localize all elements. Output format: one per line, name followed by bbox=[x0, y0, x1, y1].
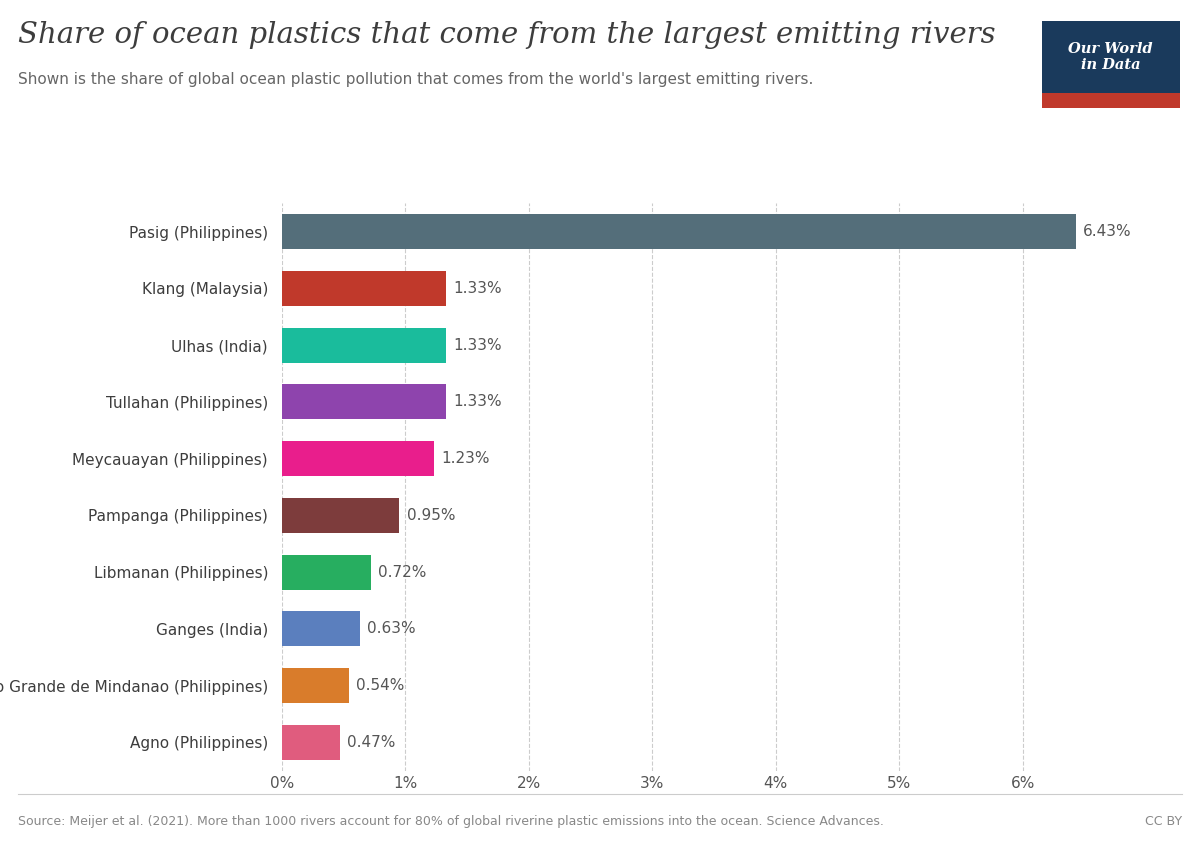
Bar bbox=[282, 612, 360, 646]
Text: CC BY: CC BY bbox=[1145, 816, 1182, 828]
Bar bbox=[282, 214, 1075, 249]
Bar bbox=[282, 328, 446, 363]
Text: 1.33%: 1.33% bbox=[454, 338, 502, 352]
Bar bbox=[282, 271, 446, 306]
Text: 0.95%: 0.95% bbox=[407, 508, 455, 523]
Text: Share of ocean plastics that come from the largest emitting rivers: Share of ocean plastics that come from t… bbox=[18, 21, 996, 49]
Text: 0.47%: 0.47% bbox=[348, 735, 396, 750]
Bar bbox=[282, 668, 349, 703]
Bar bbox=[282, 498, 400, 533]
Text: 0.72%: 0.72% bbox=[378, 565, 427, 579]
Bar bbox=[282, 385, 446, 419]
Bar bbox=[282, 725, 340, 760]
Text: Our World
in Data: Our World in Data bbox=[1068, 42, 1153, 72]
Text: 1.33%: 1.33% bbox=[454, 281, 502, 296]
Text: 1.23%: 1.23% bbox=[442, 451, 490, 466]
Text: 0.54%: 0.54% bbox=[356, 678, 404, 693]
Text: Source: Meijer et al. (2021). More than 1000 rivers account for 80% of global ri: Source: Meijer et al. (2021). More than … bbox=[18, 816, 884, 828]
Text: 6.43%: 6.43% bbox=[1084, 224, 1132, 239]
Text: 0.63%: 0.63% bbox=[367, 622, 415, 636]
Bar bbox=[282, 555, 371, 590]
Text: Shown is the share of global ocean plastic pollution that comes from the world's: Shown is the share of global ocean plast… bbox=[18, 72, 814, 87]
Bar bbox=[282, 441, 434, 476]
Text: 1.33%: 1.33% bbox=[454, 395, 502, 409]
